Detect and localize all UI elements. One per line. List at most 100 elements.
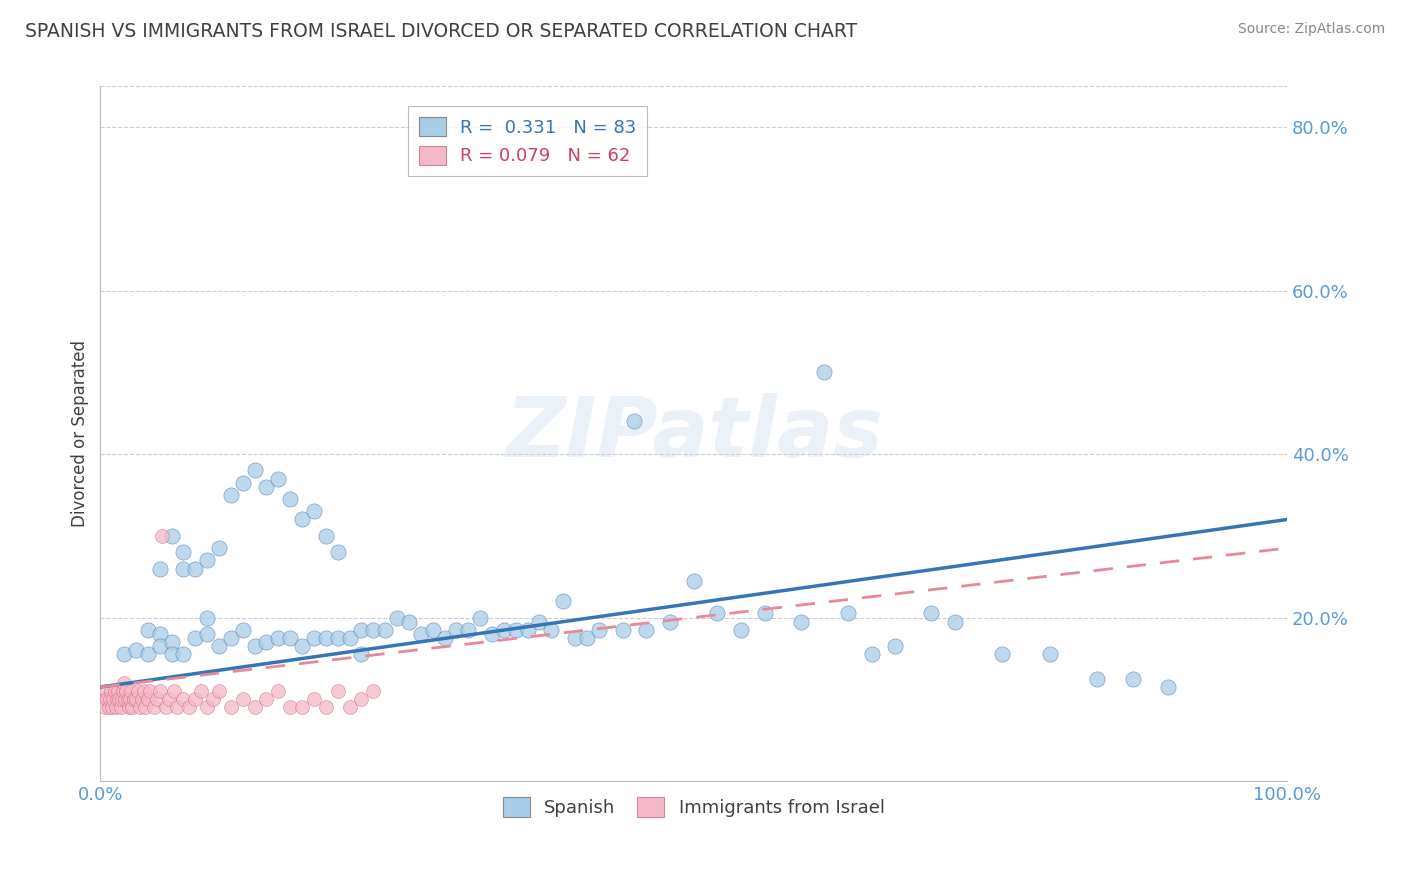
- Point: [339, 700, 361, 714]
- Point: [457, 623, 479, 637]
- Point: [267, 631, 290, 645]
- Legend: Spanish, Immigrants from Israel: Spanish, Immigrants from Israel: [495, 789, 891, 824]
- Point: [134, 684, 156, 698]
- Point: [256, 480, 278, 494]
- Point: [326, 545, 349, 559]
- Point: [315, 529, 337, 543]
- Point: [789, 615, 811, 629]
- Point: [232, 692, 254, 706]
- Point: [149, 684, 172, 698]
- Point: [291, 512, 314, 526]
- Point: [190, 684, 212, 698]
- Point: [208, 541, 231, 555]
- Point: [127, 684, 149, 698]
- Point: [219, 700, 242, 714]
- Point: [166, 700, 188, 714]
- Point: [219, 488, 242, 502]
- Point: [468, 610, 491, 624]
- Point: [385, 610, 408, 624]
- Point: [813, 365, 835, 379]
- Point: [101, 700, 124, 714]
- Point: [115, 684, 138, 698]
- Point: [516, 623, 538, 637]
- Point: [884, 639, 907, 653]
- Point: [315, 631, 337, 645]
- Point: [172, 545, 194, 559]
- Point: [682, 574, 704, 588]
- Point: [172, 692, 194, 706]
- Point: [363, 623, 385, 637]
- Point: [114, 692, 136, 706]
- Point: [107, 684, 129, 698]
- Point: [98, 692, 121, 706]
- Point: [754, 607, 776, 621]
- Point: [139, 684, 162, 698]
- Point: [172, 561, 194, 575]
- Point: [339, 631, 361, 645]
- Point: [146, 692, 169, 706]
- Point: [160, 529, 183, 543]
- Point: [163, 684, 186, 698]
- Point: [149, 639, 172, 653]
- Text: Source: ZipAtlas.com: Source: ZipAtlas.com: [1237, 22, 1385, 37]
- Point: [612, 623, 634, 637]
- Point: [315, 700, 337, 714]
- Point: [1122, 672, 1144, 686]
- Point: [117, 692, 139, 706]
- Point: [160, 648, 183, 662]
- Point: [278, 700, 301, 714]
- Point: [350, 623, 373, 637]
- Point: [302, 631, 325, 645]
- Point: [243, 639, 266, 653]
- Point: [184, 561, 207, 575]
- Point: [553, 594, 575, 608]
- Point: [837, 607, 859, 621]
- Point: [1157, 680, 1180, 694]
- Point: [195, 553, 218, 567]
- Point: [409, 627, 432, 641]
- Point: [93, 692, 115, 706]
- Point: [433, 631, 456, 645]
- Point: [278, 631, 301, 645]
- Point: [636, 623, 658, 637]
- Point: [920, 607, 942, 621]
- Point: [136, 623, 159, 637]
- Point: [588, 623, 610, 637]
- Point: [267, 472, 290, 486]
- Point: [706, 607, 728, 621]
- Point: [481, 627, 503, 641]
- Point: [104, 700, 127, 714]
- Point: [157, 692, 180, 706]
- Point: [184, 692, 207, 706]
- Point: [232, 623, 254, 637]
- Point: [243, 463, 266, 477]
- Point: [195, 700, 218, 714]
- Point: [118, 692, 141, 706]
- Point: [374, 623, 396, 637]
- Point: [120, 684, 142, 698]
- Point: [96, 684, 118, 698]
- Point: [943, 615, 966, 629]
- Point: [96, 692, 118, 706]
- Point: [179, 700, 201, 714]
- Point: [291, 700, 314, 714]
- Point: [860, 648, 883, 662]
- Point: [446, 623, 468, 637]
- Point: [112, 648, 135, 662]
- Point: [142, 700, 165, 714]
- Point: [730, 623, 752, 637]
- Point: [110, 700, 132, 714]
- Point: [125, 692, 148, 706]
- Point: [256, 692, 278, 706]
- Point: [1085, 672, 1108, 686]
- Point: [326, 684, 349, 698]
- Point: [350, 648, 373, 662]
- Point: [111, 684, 134, 698]
- Point: [302, 692, 325, 706]
- Point: [149, 627, 172, 641]
- Text: SPANISH VS IMMIGRANTS FROM ISRAEL DIVORCED OR SEPARATED CORRELATION CHART: SPANISH VS IMMIGRANTS FROM ISRAEL DIVORC…: [25, 22, 858, 41]
- Point: [108, 692, 131, 706]
- Point: [184, 631, 207, 645]
- Point: [97, 700, 120, 714]
- Point: [398, 615, 420, 629]
